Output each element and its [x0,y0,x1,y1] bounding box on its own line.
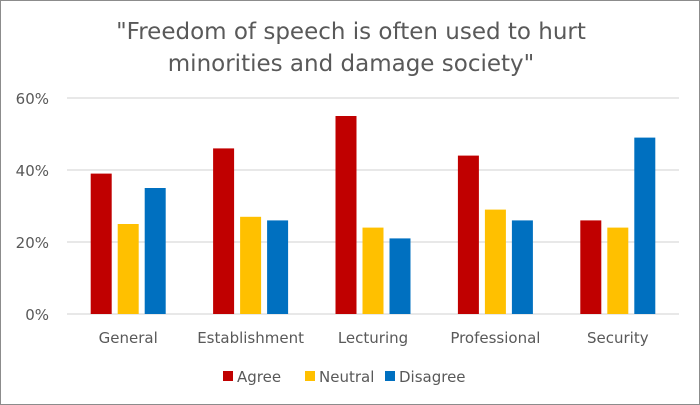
bar-agree-lecturing [335,116,357,314]
bar-disagree-professional [511,220,533,314]
bar-neutral-lecturing [362,227,384,314]
x-tick-label: Lecturing [338,329,408,347]
bar-disagree-lecturing [389,238,411,314]
legend-label-disagree: Disagree [399,368,466,386]
bar-neutral-professional [484,209,506,314]
bar-agree-security [580,220,602,314]
y-tick-label: 20% [16,234,49,252]
legend-label-neutral: Neutral [319,368,374,386]
bar-agree-establishment [213,148,235,314]
legend-swatch-agree [223,371,233,381]
bar-disagree-security [634,137,656,314]
legend-swatch-neutral [305,371,315,381]
x-tick-label: General [99,329,158,347]
y-tick-label: 60% [16,90,49,108]
y-tick-label: 40% [16,162,49,180]
bar-neutral-security [607,227,629,314]
chart-title-line-2: minorities and damage society" [168,51,534,77]
x-tick-label: Establishment [197,329,304,347]
bar-neutral-general [117,224,139,314]
bar-agree-general [90,173,112,314]
y-tick-label: 0% [25,306,49,324]
bar-disagree-establishment [267,220,289,314]
bar-disagree-general [144,188,166,314]
legend-swatch-disagree [385,371,395,381]
bar-neutral-establishment [240,216,262,314]
x-tick-label: Professional [450,329,540,347]
x-tick-label: Security [587,329,649,347]
bar-agree-professional [457,155,479,314]
chart-title-line-1: "Freedom of speech is often used to hurt [116,19,586,45]
legend-label-agree: Agree [237,368,281,386]
